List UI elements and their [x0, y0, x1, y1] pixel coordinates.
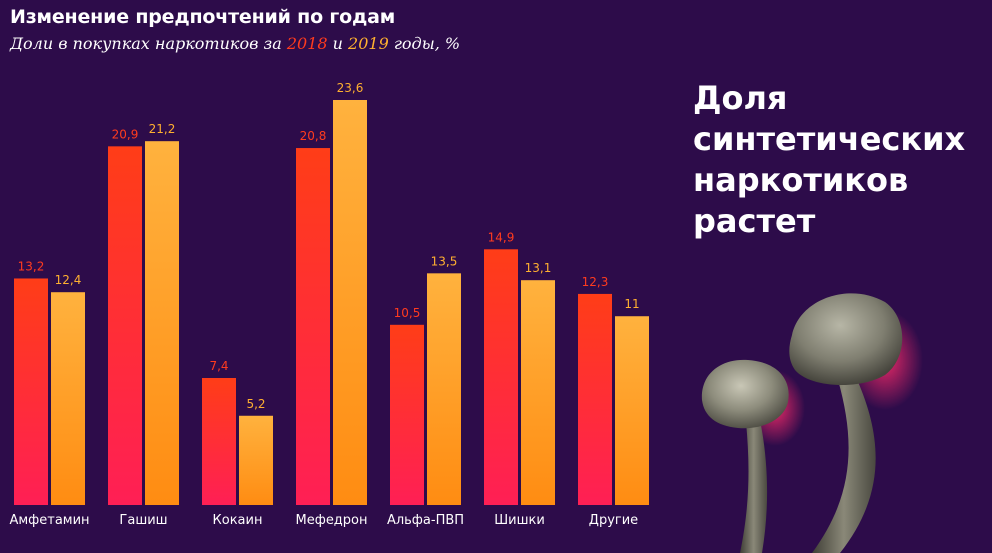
category-label-1: Амфетамин: [9, 513, 89, 528]
value-label-2019-4: 23,6: [337, 81, 364, 95]
value-label-2019-2: 21,2: [149, 122, 176, 136]
headline-line-3: наркотиков: [693, 161, 909, 199]
value-label-2019-7: 11: [624, 297, 639, 311]
value-label-2019-1: 12,4: [55, 273, 82, 287]
subtitle-suffix: годы, %: [388, 34, 461, 53]
bar-2018-3: [202, 378, 236, 505]
bars-group: [14, 100, 649, 505]
bar-2018-6: [484, 249, 518, 505]
value-label-2018-2: 20,9: [112, 127, 139, 141]
category-label-6: Шишки: [494, 513, 545, 528]
subtitle-middle: и: [327, 34, 349, 53]
bar-2019-7: [615, 316, 649, 505]
mushrooms-illustration: [701, 293, 923, 553]
headline-line-2: синтетических: [693, 120, 966, 158]
mushroom-large: [789, 293, 903, 553]
category-label-3: Кокаин: [213, 513, 263, 528]
chart-title: Изменение предпочтений по годам: [10, 6, 396, 28]
headline: Доля синтетических наркотиков растет: [693, 78, 965, 242]
value-label-2018-3: 7,4: [209, 359, 228, 373]
subtitle-year-2018: 2018: [286, 34, 328, 53]
category-label-4: Мефедрон: [295, 513, 367, 528]
headline-line-4: растет: [693, 202, 816, 240]
headline-line-1: Доля: [693, 79, 788, 117]
mushroom-small: [701, 359, 789, 553]
bar-2019-5: [427, 273, 461, 505]
chart-subtitle: Доли в покупках наркотиков за 2018 и 201…: [10, 34, 460, 53]
value-label-2018-1: 13,2: [18, 259, 45, 273]
value-label-2018-7: 12,3: [582, 275, 609, 289]
value-labels-group: 13,2 12,4 20,9 21,2 7,4 5,2 20,8 23,6 10,5 13,5 14…: [18, 81, 640, 411]
value-label-2019-3: 5,2: [246, 397, 265, 411]
subtitle-year-2019: 2019: [348, 34, 389, 53]
category-label-2: Гашиш: [119, 513, 167, 528]
value-label-2018-4: 20,8: [300, 129, 327, 143]
bar-2019-2: [145, 141, 179, 505]
bar-2019-3: [239, 415, 273, 505]
bar-2019-4: [333, 100, 367, 505]
value-label-2018-6: 14,9: [488, 230, 515, 244]
category-labels-group: Амфетамин Гашиш Кокаин Мефедрон Альфа-ПВП Шиш…: [9, 513, 638, 528]
category-label-7: Другие: [589, 513, 638, 528]
value-label-2018-5: 10,5: [394, 306, 421, 320]
bar-2018-2: [108, 146, 142, 505]
bar-2019-1: [51, 292, 85, 505]
category-label-5: Альфа-ПВП: [387, 513, 464, 528]
bar-2019-6: [521, 280, 555, 505]
bar-chart: 13,2 12,4 20,9 21,2 7,4 5,2 20,8 23,6 10,5 13,5 14…: [9, 81, 649, 528]
value-label-2019-5: 13,5: [431, 254, 458, 268]
bar-2018-7: [578, 293, 612, 505]
subtitle-prefix: Доли в покупках наркотиков за: [10, 34, 287, 53]
value-label-2019-6: 13,1: [525, 261, 552, 275]
bar-2018-1: [14, 278, 48, 505]
bar-2018-5: [390, 324, 424, 505]
bar-2018-4: [296, 148, 330, 505]
